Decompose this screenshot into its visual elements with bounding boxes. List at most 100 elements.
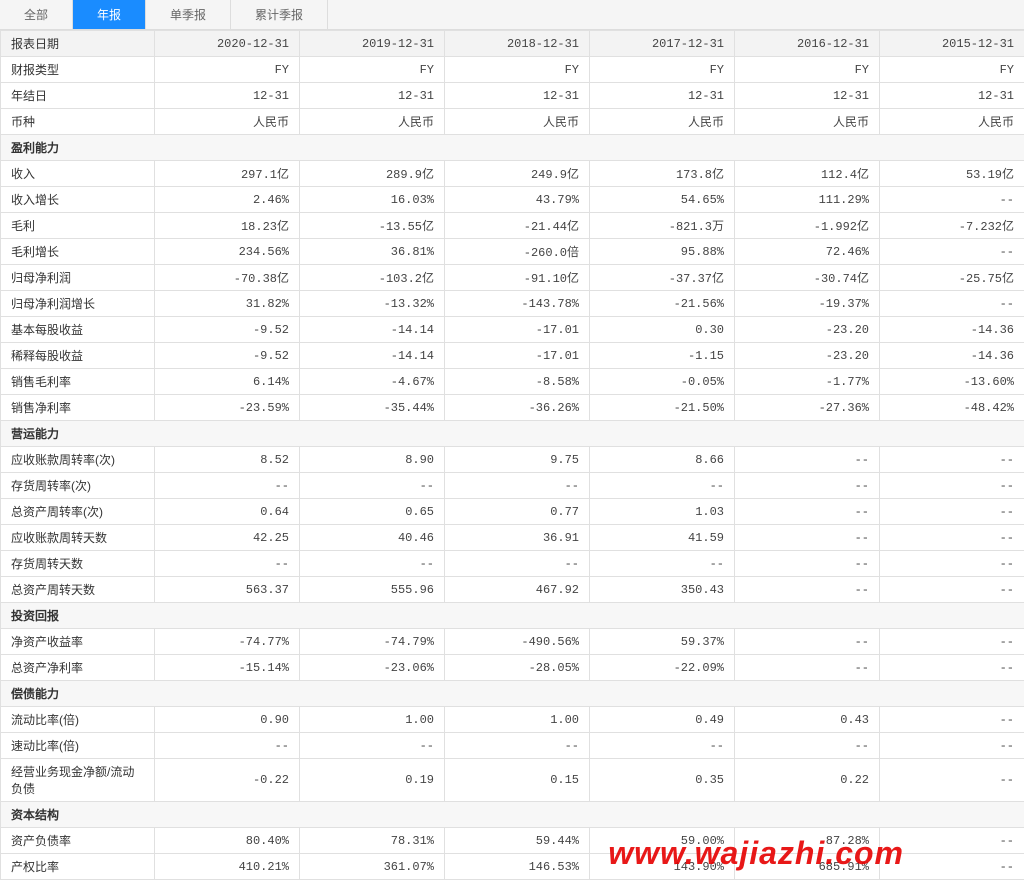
cell: -27.36% [735, 395, 880, 421]
table-row: 总资产周转率(次)0.640.650.771.03---- [1, 499, 1024, 525]
section-row: 偿债能力 [1, 681, 1024, 707]
section-title: 盈利能力 [1, 135, 1024, 161]
row-label: 总资产净利率 [1, 655, 155, 681]
cell: 59.00% [590, 828, 735, 854]
cell: -4.67% [300, 369, 445, 395]
cell: 0.65 [300, 499, 445, 525]
cell: 12-31 [300, 83, 445, 109]
cell: -9.52 [155, 343, 300, 369]
cell: -1.15 [590, 343, 735, 369]
cell: -- [880, 707, 1024, 733]
cell: 人民币 [880, 109, 1024, 135]
cell: 9.75 [445, 447, 590, 473]
cell: -35.44% [300, 395, 445, 421]
cell: -- [735, 733, 880, 759]
table-row: 经营业务现金净额/流动负债-0.220.190.150.350.22-- [1, 759, 1024, 802]
cell: -14.36 [880, 317, 1024, 343]
cell: 人民币 [735, 109, 880, 135]
cell: 59.37% [590, 629, 735, 655]
cell: 8.90 [300, 447, 445, 473]
cell: -143.78% [445, 291, 590, 317]
table-row: 收入297.1亿289.9亿249.9亿173.8亿112.4亿53.19亿 [1, 161, 1024, 187]
cell: -- [445, 551, 590, 577]
cell: 685.91% [735, 854, 880, 880]
header-date-2: 2018-12-31 [445, 31, 590, 57]
cell: 0.43 [735, 707, 880, 733]
row-label: 稀释每股收益 [1, 343, 155, 369]
table-row: 稀释每股收益-9.52-14.14-17.01-1.15-23.20-14.36 [1, 343, 1024, 369]
tab-2[interactable]: 单季报 [146, 0, 231, 29]
cell: -- [735, 629, 880, 655]
cell: -- [880, 759, 1024, 802]
table-row: 应收账款周转天数42.2540.4636.9141.59---- [1, 525, 1024, 551]
cell: -- [880, 551, 1024, 577]
row-label: 存货周转率(次) [1, 473, 155, 499]
cell: 人民币 [445, 109, 590, 135]
cell: 0.15 [445, 759, 590, 802]
cell: FY [880, 57, 1024, 83]
tab-1[interactable]: 年报 [73, 0, 146, 29]
cell: 人民币 [300, 109, 445, 135]
table-row: 应收账款周转率(次)8.528.909.758.66---- [1, 447, 1024, 473]
cell: 112.4亿 [735, 161, 880, 187]
cell: -- [880, 473, 1024, 499]
cell: -1.992亿 [735, 213, 880, 239]
tab-0[interactable]: 全部 [0, 0, 73, 29]
row-label: 经营业务现金净额/流动负债 [1, 759, 155, 802]
cell: -15.14% [155, 655, 300, 681]
table-row: 财报类型FYFYFYFYFYFY [1, 57, 1024, 83]
cell: 0.35 [590, 759, 735, 802]
cell: 289.9亿 [300, 161, 445, 187]
cell: -17.01 [445, 343, 590, 369]
cell: -30.74亿 [735, 265, 880, 291]
cell: -17.01 [445, 317, 590, 343]
cell: -21.44亿 [445, 213, 590, 239]
cell: -70.38亿 [155, 265, 300, 291]
section-row: 营运能力 [1, 421, 1024, 447]
section-title: 资本结构 [1, 802, 1024, 828]
table-row: 年结日12-3112-3112-3112-3112-3112-31 [1, 83, 1024, 109]
cell: -21.56% [590, 291, 735, 317]
cell: -- [880, 655, 1024, 681]
cell: 350.43 [590, 577, 735, 603]
cell: 16.03% [300, 187, 445, 213]
row-label: 应收账款周转天数 [1, 525, 155, 551]
row-label: 净资产收益率 [1, 629, 155, 655]
cell: 87.28% [735, 828, 880, 854]
cell: -- [880, 447, 1024, 473]
cell: -- [735, 525, 880, 551]
cell: -28.05% [445, 655, 590, 681]
cell: 0.22 [735, 759, 880, 802]
cell: -- [880, 525, 1024, 551]
tab-3[interactable]: 累计季报 [231, 0, 328, 29]
table-row: 产权比率410.21%361.07%146.53%143.90%685.91%-… [1, 854, 1024, 880]
section-row: 盈利能力 [1, 135, 1024, 161]
cell: -13.55亿 [300, 213, 445, 239]
table-row: 收入增长2.46%16.03%43.79%54.65%111.29%-- [1, 187, 1024, 213]
row-label: 收入 [1, 161, 155, 187]
cell: 8.66 [590, 447, 735, 473]
cell: 12-31 [880, 83, 1024, 109]
cell: -- [735, 577, 880, 603]
cell: -13.60% [880, 369, 1024, 395]
cell: -- [735, 551, 880, 577]
cell: FY [300, 57, 445, 83]
table-row: 销售净利率-23.59%-35.44%-36.26%-21.50%-27.36%… [1, 395, 1024, 421]
row-label: 毛利 [1, 213, 155, 239]
cell: 54.65% [590, 187, 735, 213]
header-date-0: 2020-12-31 [155, 31, 300, 57]
cell: -- [155, 551, 300, 577]
table-row: 毛利18.23亿-13.55亿-21.44亿-821.3万-1.992亿-7.2… [1, 213, 1024, 239]
cell: -14.14 [300, 343, 445, 369]
cell: -1.77% [735, 369, 880, 395]
cell: 0.49 [590, 707, 735, 733]
cell: 555.96 [300, 577, 445, 603]
row-label: 总资产周转天数 [1, 577, 155, 603]
report-tabs: 全部年报单季报累计季报 [0, 0, 1024, 30]
cell: -7.232亿 [880, 213, 1024, 239]
row-label: 基本每股收益 [1, 317, 155, 343]
cell: 111.29% [735, 187, 880, 213]
cell: -19.37% [735, 291, 880, 317]
cell: -- [880, 291, 1024, 317]
cell: -23.06% [300, 655, 445, 681]
